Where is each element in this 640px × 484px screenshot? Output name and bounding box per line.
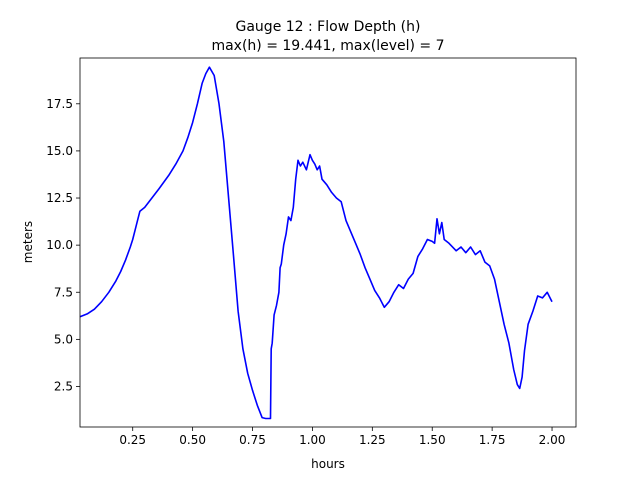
x-tick-label: 1.00 bbox=[299, 433, 326, 447]
y-tick-label: 7.5 bbox=[54, 285, 73, 299]
plot-area bbox=[80, 58, 576, 427]
chart-title-line1: Gauge 12 : Flow Depth (h) bbox=[236, 19, 421, 35]
y-tick-label: 5.0 bbox=[54, 332, 73, 346]
x-tick-label: 0.75 bbox=[239, 433, 266, 447]
x-tick-label: 1.75 bbox=[479, 433, 506, 447]
y-tick-label: 12.5 bbox=[46, 191, 73, 205]
x-tick-label: 0.25 bbox=[119, 433, 146, 447]
y-tick-label: 15.0 bbox=[46, 144, 73, 158]
y-tick-label: 17.5 bbox=[46, 97, 73, 111]
plot-frame bbox=[79, 57, 577, 428]
series-line bbox=[79, 66, 553, 420]
x-tick-label: 2.00 bbox=[539, 433, 566, 447]
y-tick-label: 2.5 bbox=[54, 379, 73, 393]
x-tick-label: 1.50 bbox=[419, 433, 446, 447]
y-axis-ticks: 2.5 5.0 7.5 10.0 12.5 15.0 17.5 bbox=[46, 97, 80, 393]
y-axis-label: meters bbox=[21, 221, 35, 263]
x-tick-label: 1.25 bbox=[359, 433, 386, 447]
x-axis-label: hours bbox=[311, 457, 345, 471]
y-tick-label: 10.0 bbox=[46, 238, 73, 252]
x-tick-label: 0.50 bbox=[179, 433, 206, 447]
chart-title-line2: max(h) = 19.441, max(level) = 7 bbox=[211, 38, 444, 54]
x-axis-ticks: 0.25 0.50 0.75 1.00 1.25 1.50 1.75 2.00 bbox=[119, 427, 565, 447]
